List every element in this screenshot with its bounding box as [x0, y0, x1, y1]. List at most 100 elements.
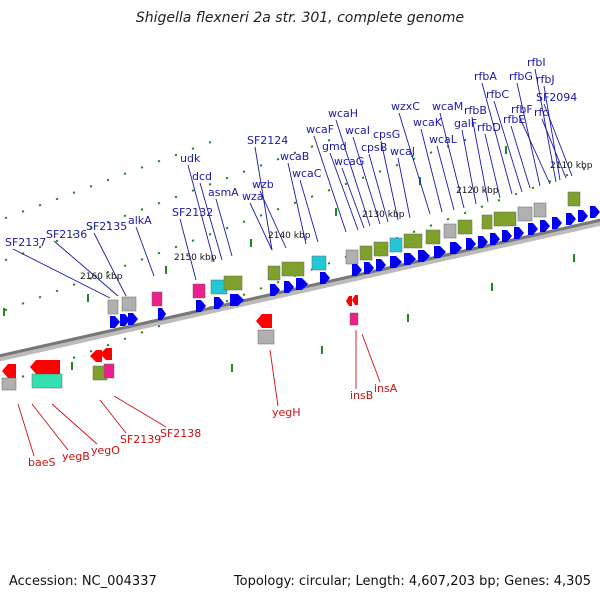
forward-gene-label: wcaG [334, 155, 364, 168]
tick-mark [4, 308, 8, 312]
leader-line [135, 226, 155, 277]
kbp-label: 2150 kbp [174, 253, 217, 263]
forward-gene-arrow [196, 300, 206, 312]
tick-mark [582, 167, 586, 171]
leader-line [397, 157, 411, 219]
leader-line [31, 403, 69, 451]
tick-mark [72, 283, 76, 286]
forward-gene-label: wza [242, 190, 264, 203]
tick-mark [106, 343, 110, 347]
forward-gene-arrow [404, 253, 416, 265]
cog-block [567, 191, 581, 207]
tick-mark [123, 264, 127, 268]
forward-gene-arrow [434, 246, 446, 258]
leader-line [199, 182, 223, 261]
leader-line [249, 202, 273, 251]
reverse-gene-arrow [346, 296, 352, 306]
tick-mark [327, 261, 331, 265]
leader-line [259, 190, 287, 249]
kbp-labels-layer: 2110 kbp 2120 kbp 2130 kbp 2140 kbp 2150 kbp… [80, 161, 593, 282]
tick-mark [55, 289, 59, 293]
forward-gene-label: rfbG [509, 70, 533, 83]
forward-gene-label: gmd [322, 140, 347, 153]
tick-mark [72, 356, 76, 359]
tick-mark [89, 185, 93, 188]
tick-mark [191, 239, 195, 242]
leader-line [484, 133, 501, 199]
tick-mark [140, 331, 144, 334]
leader-line [99, 399, 127, 434]
tick-mark [55, 239, 59, 243]
kbp-label: 2130 kbp [362, 210, 405, 220]
tick-mark [310, 195, 314, 198]
leader-line [481, 82, 513, 195]
tick-mark [21, 210, 25, 213]
tick-mark [157, 159, 161, 163]
forward-gene-label: wcaL [429, 133, 458, 146]
leader-line [436, 145, 455, 211]
leader-line [93, 232, 127, 297]
forward-gene-label: rfbF [511, 103, 533, 116]
forward-gene-arrow [502, 230, 512, 242]
forward-gene-label: wzb [252, 178, 274, 191]
forward-gene-arrow [158, 308, 166, 320]
cog-category-blocks-layer [1, 191, 581, 391]
leader-line [461, 129, 477, 205]
accession-text: Accession: NC_004337 [9, 574, 157, 589]
cog-block [403, 233, 423, 249]
kbp-label: 2120 kbp [456, 186, 499, 196]
cog-block [281, 261, 305, 277]
leader-line [313, 135, 347, 233]
tick-mark [276, 280, 280, 284]
tick-mark [344, 182, 348, 186]
reverse-gene-arrow [30, 360, 60, 374]
tick-mark [72, 191, 76, 194]
tick-mark [38, 295, 42, 299]
cog-block [359, 245, 373, 261]
forward-gene-arrow [514, 227, 524, 239]
cog-block [349, 312, 359, 326]
tick-mark [106, 178, 110, 182]
cog-block [481, 214, 493, 230]
forward-gene-label: wcaM [432, 100, 463, 113]
leader-line [179, 218, 197, 281]
cog-block [311, 255, 327, 271]
cog-block [345, 249, 359, 265]
forward-gene-arrow [230, 294, 244, 306]
leader-line [510, 125, 531, 189]
tick-mark [480, 205, 484, 208]
tick-mark [259, 164, 263, 167]
tick-mark [174, 195, 178, 199]
tick-mark [242, 170, 246, 174]
tick-mark [276, 157, 280, 161]
forward-gene-label: wcaF [306, 123, 334, 136]
tick-mark [89, 350, 93, 353]
leader-line [12, 248, 111, 299]
forward-gene-arrow [578, 210, 588, 222]
forward-gene-label: SF2132 [172, 206, 213, 219]
cog-block [373, 241, 389, 257]
gene-arrows-layer [2, 206, 600, 378]
leader-line [420, 128, 443, 213]
forward-gene-label: wcaI [345, 124, 370, 137]
tick-mark [89, 277, 93, 280]
leader-line [368, 153, 389, 223]
tick-mark [123, 172, 127, 176]
leader-line [53, 240, 119, 297]
reverse-gene-label: SF2138 [160, 427, 201, 440]
tick-mark [55, 197, 59, 201]
tick-mark [157, 201, 161, 205]
reverse-gene-label: yegB [62, 450, 90, 463]
tick-mark [497, 199, 501, 202]
tick-mark [72, 233, 76, 236]
label-leader-lines-layer [12, 68, 573, 457]
tick-mark [361, 176, 365, 179]
forward-gene-arrow [214, 297, 224, 309]
tick-mark [174, 153, 178, 157]
forward-gene-label: udk [180, 152, 201, 165]
cog-block [151, 291, 163, 307]
tick-mark [38, 203, 42, 207]
tick-mark [38, 245, 42, 249]
tick-mark [412, 230, 416, 234]
leader-line [516, 82, 541, 187]
